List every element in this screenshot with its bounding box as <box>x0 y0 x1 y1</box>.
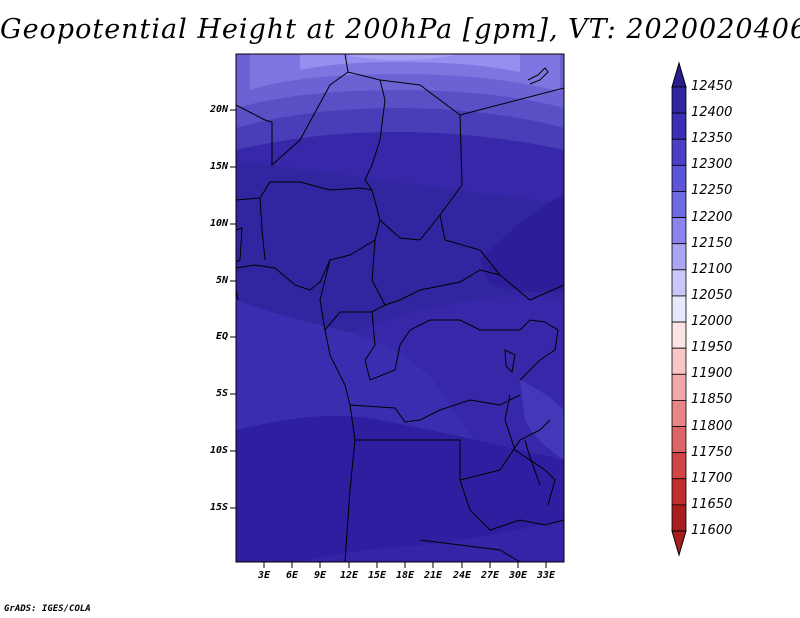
colorbar-label: 12250 <box>691 183 733 199</box>
lon-label: 21E <box>423 570 443 581</box>
colorbar-band <box>671 321 687 349</box>
colorbar-label: 11650 <box>691 496 733 512</box>
lon-label: 6E <box>285 570 299 581</box>
lat-label: EQ <box>215 331 228 342</box>
colorbar-band <box>671 295 687 323</box>
colorbar-band <box>671 138 687 166</box>
colorbar-band <box>671 217 687 245</box>
lon-label: 30E <box>508 570 528 581</box>
lon-label: 24E <box>452 570 472 581</box>
colorbar-band <box>671 452 687 480</box>
colorbar-label: 12200 <box>691 209 733 225</box>
colorbar-min-arrow <box>671 530 687 557</box>
colorbar-label: 12100 <box>691 261 733 277</box>
colorbar-label: 11700 <box>691 470 733 486</box>
lon-label: 15E <box>367 570 387 581</box>
colorbar-band <box>671 164 687 192</box>
colorbar-band <box>671 400 687 427</box>
colorbar-label: 12150 <box>691 235 733 251</box>
credit-text: GrADS: IGES/COLA <box>4 604 91 614</box>
colorbar-band <box>671 86 687 114</box>
country-borders <box>236 54 564 562</box>
colorbar-band <box>671 112 687 140</box>
colorbar-band <box>671 504 687 532</box>
colorbar-label: 11600 <box>691 523 733 538</box>
lon-label: 18E <box>395 570 415 581</box>
colorbar-label: 12050 <box>691 287 733 303</box>
colorbar-band <box>671 243 687 271</box>
colorbar-label: 12000 <box>691 314 733 330</box>
colorbar-band <box>671 347 687 375</box>
lat-label: 15N <box>209 161 228 172</box>
colorbar-label: 12400 <box>691 105 733 121</box>
map-frame <box>235 53 565 563</box>
lon-label: 3E <box>257 570 271 581</box>
axis-ticks <box>230 109 547 568</box>
lon-label: 27E <box>480 570 500 581</box>
lat-label: 10N <box>209 218 228 229</box>
colorbar-band <box>671 426 687 454</box>
lat-label: 5S <box>215 388 228 399</box>
colorbar-band <box>671 478 687 506</box>
colorbar-label: 11750 <box>691 444 733 460</box>
colorbar-label: 11850 <box>691 392 733 408</box>
colorbar-label: 12350 <box>691 131 733 147</box>
colorbar-label: 12300 <box>691 157 733 173</box>
lat-label: 20N <box>209 104 228 115</box>
lon-label: 12E <box>339 570 359 581</box>
lon-label: 33E <box>536 570 556 581</box>
lat-label: 10S <box>209 445 228 456</box>
colorbar-band <box>671 373 687 401</box>
lon-label: 9E <box>313 570 327 581</box>
colorbar-label: 12450 <box>691 79 733 94</box>
colorbar <box>671 61 687 557</box>
contour-fill <box>236 54 564 562</box>
colorbar-label: 11950 <box>691 340 733 356</box>
colorbar-label: 11800 <box>691 418 733 434</box>
chart-title: Geopotential Height at 200hPa [gpm], VT:… <box>0 14 800 45</box>
lat-label: 5N <box>215 275 228 286</box>
colorbar-band <box>671 191 687 218</box>
lat-label: 15S <box>209 502 228 513</box>
colorbar-max-arrow <box>671 61 687 88</box>
colorbar-label: 11900 <box>691 366 733 382</box>
colorbar-band <box>671 269 687 297</box>
